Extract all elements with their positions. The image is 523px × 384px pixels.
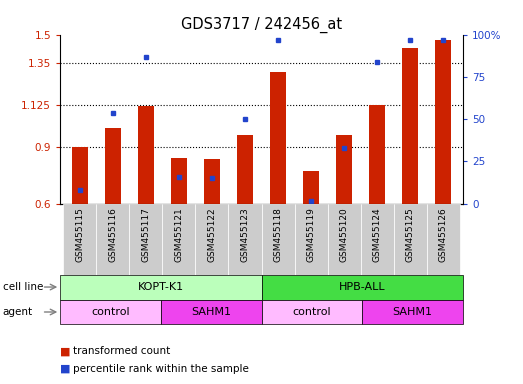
Text: GSM455117: GSM455117 [141,207,151,262]
Text: control: control [91,307,130,317]
Bar [170,157,187,204]
Bar [237,135,253,204]
Text: agent: agent [3,307,33,317]
Bar [60,300,161,324]
Bar [262,300,362,324]
Bar [96,204,130,275]
Bar [303,170,319,204]
Bar [336,135,353,204]
Text: GSM455126: GSM455126 [439,207,448,262]
Bar [327,204,360,275]
Text: GSM455121: GSM455121 [175,207,184,262]
Bar [204,159,220,204]
Text: SAHM1: SAHM1 [191,307,231,317]
Bar [63,204,96,275]
Bar [262,204,294,275]
Bar [435,40,451,204]
Text: HPB-ALL: HPB-ALL [339,282,385,292]
Bar [369,105,385,204]
Bar [427,204,460,275]
Text: ■: ■ [60,346,71,356]
Text: ■: ■ [60,364,71,374]
Bar [402,48,418,204]
Text: percentile rank within the sample: percentile rank within the sample [73,364,249,374]
Bar [130,204,163,275]
Text: GSM455122: GSM455122 [208,207,217,262]
Bar [360,204,393,275]
Bar [163,204,196,275]
Text: SAHM1: SAHM1 [393,307,433,317]
Bar [270,72,286,204]
Text: GSM455116: GSM455116 [108,207,118,262]
Bar [262,275,463,300]
Bar [362,300,463,324]
Bar [138,106,154,204]
Text: KOPT-K1: KOPT-K1 [138,282,184,292]
Text: GDS3717 / 242456_at: GDS3717 / 242456_at [181,17,342,33]
Text: control: control [292,307,331,317]
Bar [393,204,427,275]
Text: GSM455115: GSM455115 [75,207,84,262]
Bar [105,128,121,204]
Text: GSM455118: GSM455118 [274,207,282,262]
Bar [60,275,262,300]
Text: GSM455123: GSM455123 [241,207,249,262]
Text: cell line: cell line [3,282,43,292]
Bar [72,147,88,204]
Bar [161,300,262,324]
Bar [294,204,327,275]
Text: GSM455124: GSM455124 [372,207,382,262]
Bar [196,204,229,275]
Text: transformed count: transformed count [73,346,170,356]
Text: GSM455125: GSM455125 [405,207,415,262]
Text: GSM455119: GSM455119 [306,207,315,262]
Bar [229,204,262,275]
Text: GSM455120: GSM455120 [339,207,348,262]
